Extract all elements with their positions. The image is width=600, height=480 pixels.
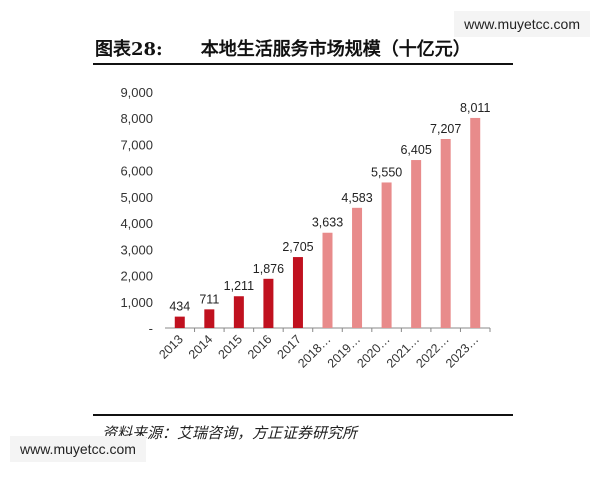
data-label: 1,876 xyxy=(253,262,284,276)
bar xyxy=(470,117,481,328)
y-tick-label: 3,000 xyxy=(120,242,153,257)
bar xyxy=(381,182,392,328)
source-note: 资料来源：艾瑞咨询，方正证券研究所 xyxy=(102,424,358,442)
data-label: 7,207 xyxy=(430,122,461,136)
data-label: 1,211 xyxy=(224,279,254,293)
data-label: 2,705 xyxy=(282,240,313,254)
y-tick-label: 5,000 xyxy=(120,190,153,205)
y-tick-label: 2,000 xyxy=(120,269,153,284)
bar xyxy=(322,232,333,328)
data-label: 3,633 xyxy=(312,216,343,230)
bar xyxy=(233,296,244,328)
x-tick-label: 2013 xyxy=(156,332,186,362)
watermark-top: www.muyetcc.com xyxy=(454,11,590,37)
x-tick-label: 2014 xyxy=(186,332,216,362)
x-tick-label: 2023… xyxy=(443,332,481,370)
x-tick-label: 2016 xyxy=(245,332,275,362)
watermark-bottom: www.muyetcc.com xyxy=(10,436,146,462)
y-tick-label: 8,000 xyxy=(120,111,153,126)
bar xyxy=(174,316,185,328)
bar xyxy=(263,278,274,328)
data-label: 5,550 xyxy=(371,165,402,179)
data-label: 434 xyxy=(169,300,190,314)
bottom-rule xyxy=(93,414,513,416)
y-tick-label: 9,000 xyxy=(120,85,153,100)
y-tick-label: 1,000 xyxy=(120,295,153,310)
figure-header: 图表28: 本地生活服务市场规模（十亿元） xyxy=(95,34,515,62)
y-tick-label: 4,000 xyxy=(120,216,153,231)
data-label: 4,583 xyxy=(341,191,372,205)
x-tick-label: 2015 xyxy=(215,332,245,362)
top-rule xyxy=(93,63,513,65)
bar xyxy=(352,207,363,328)
data-label: 711 xyxy=(199,292,219,306)
bar xyxy=(292,257,303,328)
y-tick-label: 7,000 xyxy=(120,137,153,152)
figure-number: 图表28: xyxy=(95,39,163,60)
bar xyxy=(440,139,451,328)
bar xyxy=(411,160,422,328)
data-label: 6,405 xyxy=(400,143,431,157)
bar xyxy=(204,309,215,328)
y-tick-label: - xyxy=(149,321,153,336)
y-tick-label: 6,000 xyxy=(120,164,153,179)
data-label: 8,011 xyxy=(460,101,490,115)
chart-title: 本地生活服务市场规模（十亿元） xyxy=(200,39,471,60)
